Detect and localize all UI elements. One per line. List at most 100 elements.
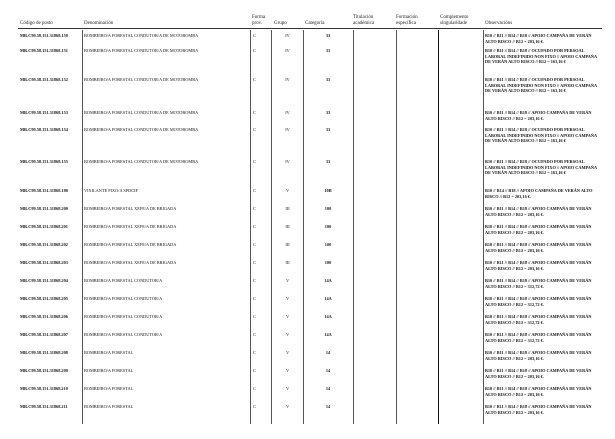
group: IV	[285, 127, 290, 132]
provision-form: C	[253, 278, 256, 283]
denomination: BOMBEIRO/A FORESTAL CONDUTOR/A	[84, 314, 163, 319]
denomination: BOMBEIRO/A FORESTAL	[84, 368, 134, 373]
observations: B10 // B11 // B14 // B18 // APOIO CAMPAÑ…	[485, 206, 592, 217]
observations: B10 // B11 // B14 // B18 // APOIO CAMPAÑ…	[485, 368, 592, 379]
column-divider	[250, 30, 251, 424]
header-denominacion: Denominación	[84, 21, 114, 26]
position-code: MR.C99.58.151.31868.207	[20, 332, 68, 337]
position-code: MR.C99.58.151.31868.201	[20, 224, 68, 229]
denomination: BOMBEIRO/A FORESTAL CONDUTOR/A DE MOTOBO…	[84, 159, 199, 164]
category: 14	[325, 368, 331, 373]
group: III	[285, 242, 290, 247]
denomination: BOMBEIRO/A FORESTAL XEFE/A DE BRIGADA	[84, 242, 177, 247]
observations: B10 // B11 // B14 // B18 // APOIO CAMPAÑ…	[485, 332, 592, 343]
position-code: MR.C99.58.151.31868.155	[20, 159, 68, 164]
header-titulacion: Titulación académica	[353, 15, 375, 26]
observations: B10 // B14 // B18 // APOIO CAMPAÑA DE VE…	[485, 188, 593, 199]
provision-form: C	[253, 77, 256, 82]
header-categoria: Categoría	[305, 21, 325, 26]
observations: B10 // B11 // B14 // B18 // APOIO CAMPAÑ…	[485, 314, 592, 325]
header-forma: Forma prov.	[252, 15, 266, 26]
provision-form: C	[253, 404, 256, 409]
provision-form: C	[253, 48, 256, 53]
category: 14	[325, 404, 331, 409]
observations: B10 // B11 // B14 // B18 // OCUPADO POR …	[485, 159, 597, 176]
category: 14A	[324, 332, 332, 337]
group: IV	[285, 48, 290, 53]
provision-form: C	[253, 127, 256, 132]
provision-form: C	[253, 386, 256, 391]
denomination: BOMBEIRO/A FORESTAL CONDUTOR/A	[84, 332, 163, 337]
group: III	[285, 206, 290, 211]
column-divider	[483, 30, 484, 424]
observations: B10 // B11 // B14 // B18 // OCUPADO POR …	[485, 127, 597, 144]
header-divider	[18, 28, 602, 29]
category: 100	[324, 260, 332, 265]
group: V	[285, 188, 290, 193]
observations: B10 // B11 // B14 // B18 // APOIO CAMPAÑ…	[485, 260, 592, 271]
category: 100	[324, 224, 332, 229]
category: 33	[325, 159, 331, 164]
position-code: MR.C99.58.151.31868.153	[20, 110, 68, 115]
category: 33	[325, 48, 331, 53]
group: V	[285, 368, 290, 373]
category: 33	[325, 77, 331, 82]
provision-form: C	[253, 332, 256, 337]
group: V	[285, 350, 290, 355]
column-divider	[271, 30, 272, 424]
column-divider	[303, 30, 304, 424]
position-code: MR.C99.58.151.31868.150	[20, 33, 68, 38]
category: 33	[325, 110, 331, 115]
column-divider	[438, 30, 439, 424]
denomination: BOMBEIRO/A FORESTAL CONDUTOR/A DE MOTOBO…	[84, 33, 199, 38]
category: 33	[325, 127, 331, 132]
observations: B10 // B11 // B14 // B18 // OCUPADO POR …	[485, 48, 597, 65]
provision-form: C	[253, 33, 256, 38]
group: V	[285, 296, 290, 301]
observations: B10 // B11 // B14 // B18 // APOIO CAMPAÑ…	[485, 278, 592, 289]
denomination: BOMBEIRO/A FORESTAL CONDUTOR/A DE MOTOBO…	[84, 127, 199, 132]
provision-form: C	[253, 188, 256, 193]
category: 14A	[324, 314, 332, 319]
group: V	[285, 332, 290, 337]
column-divider	[396, 30, 397, 424]
provision-form: C	[253, 159, 256, 164]
observations: B10 // B11 // B14 // B18 // APOIO CAMPAÑ…	[485, 296, 592, 307]
denomination: VIXILANTE FIXO/A SPDCIF	[84, 188, 138, 193]
denomination: BOMBEIRO/A FORESTAL	[84, 386, 134, 391]
category: 100	[324, 242, 332, 247]
provision-form: C	[253, 296, 256, 301]
denomination: BOMBEIRO/A FORESTAL CONDUTOR/A DE MOTOBO…	[84, 77, 199, 82]
position-code: MR.C99.58.151.31868.154	[20, 127, 68, 132]
column-divider	[353, 30, 354, 424]
denomination: BOMBEIRO/A FORESTAL	[84, 350, 134, 355]
observations: B10 // B11 // B14 // B18 // OCUPADO POR …	[485, 77, 597, 94]
group: V	[285, 404, 290, 409]
provision-form: C	[253, 224, 256, 229]
position-code: MR.C99.58.151.31868.209	[20, 368, 68, 373]
position-code: MR.C99.58.151.31868.152	[20, 77, 68, 82]
header-codigo: Código de posto	[20, 21, 53, 26]
position-code: MR.C99.58.151.31868.204	[20, 278, 68, 283]
observations: B10 // B11 // B14 // B18 // APOIO CAMPAÑ…	[485, 242, 592, 253]
provision-form: C	[253, 350, 256, 355]
group: IV	[285, 33, 290, 38]
provision-form: C	[253, 242, 256, 247]
group: V	[285, 386, 290, 391]
provision-form: C	[253, 314, 256, 319]
group: IV	[285, 110, 290, 115]
observations: B10 // B11 // B14 // B18 // APOIO CAMPAÑ…	[485, 110, 592, 121]
position-code: MR.C99.58.151.31868.200	[20, 206, 68, 211]
group: III	[285, 224, 290, 229]
provision-form: C	[253, 368, 256, 373]
position-code: MR.C99.58.151.31868.151	[20, 48, 68, 53]
position-code: MR.C99.58.151.31868.180	[20, 188, 68, 193]
group: III	[285, 260, 290, 265]
category: 10B	[324, 188, 332, 193]
position-code: MR.C99.58.151.31868.206	[20, 314, 68, 319]
denomination: BOMBEIRO/A FORESTAL	[84, 404, 134, 409]
position-code: MR.C99.58.151.31868.205	[20, 296, 68, 301]
observations: B10 // B11 // B14 // B18 // APOIO CAMPAÑ…	[485, 224, 592, 235]
denomination: BOMBEIRO/A FORESTAL XEFE/A DE BRIGADA	[84, 206, 177, 211]
header-grupo: Grupo	[274, 21, 287, 26]
